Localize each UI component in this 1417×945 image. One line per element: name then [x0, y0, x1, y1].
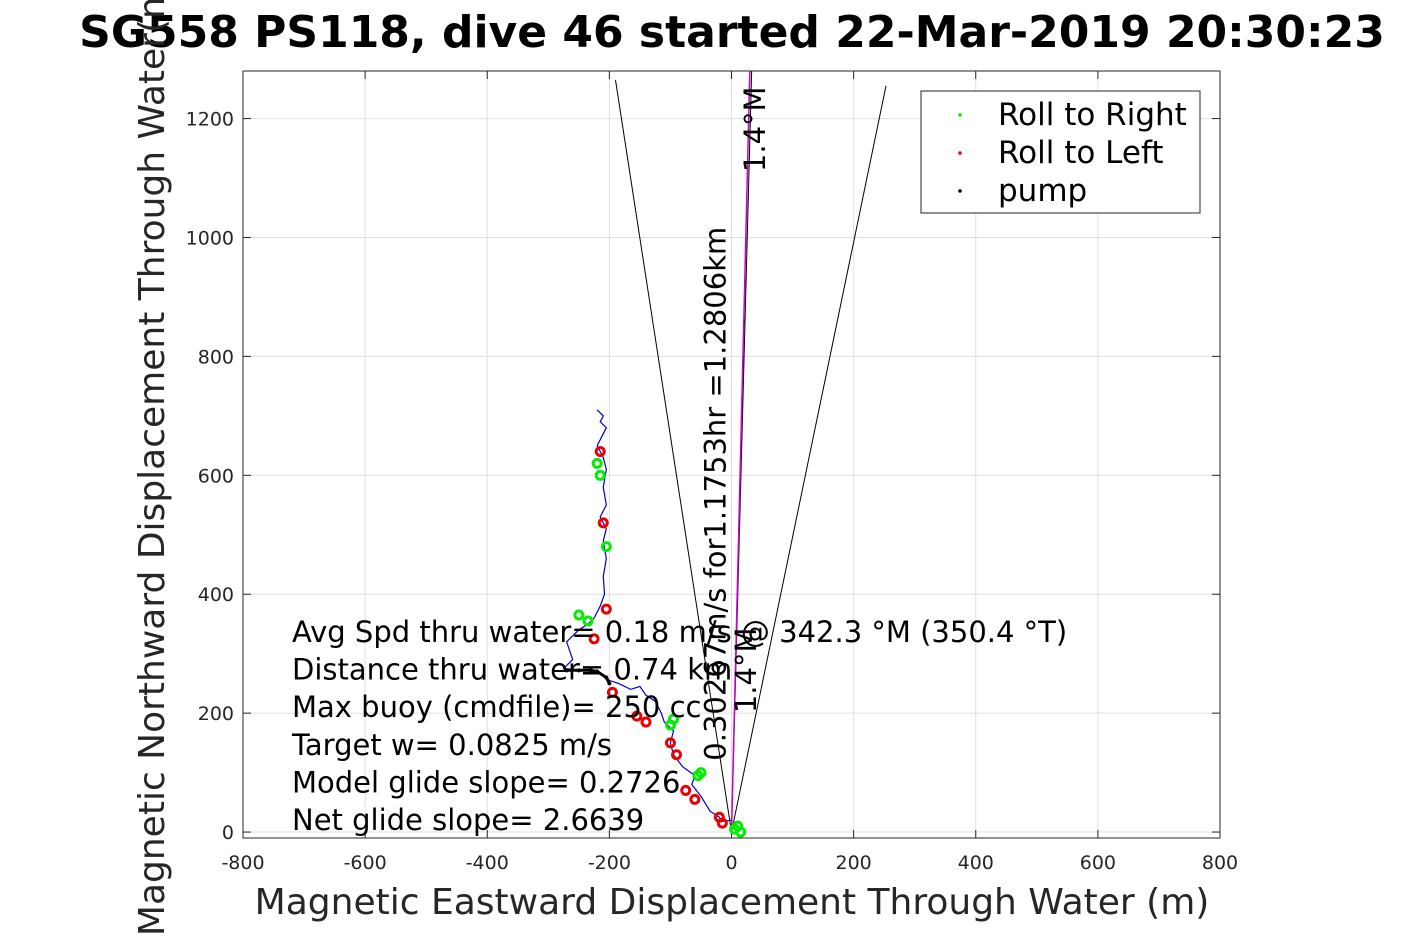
roll-right-point	[735, 826, 747, 838]
legend-label-roll-right: Roll to Right	[998, 97, 1187, 133]
x-axis-label: Magnetic Eastward Displacement Through W…	[255, 882, 1210, 923]
plot-border	[242, 70, 1221, 839]
y-axis-label: Magnetic Northward Displacement Through …	[132, 0, 173, 936]
y-tick-label: 800	[198, 346, 234, 368]
heading-line	[614, 79, 732, 833]
rotated-annotation: 1.4°M	[738, 86, 772, 172]
roll-left-point	[594, 446, 606, 458]
roll-left-point	[680, 784, 692, 796]
x-tick-label: -200	[588, 852, 631, 874]
y-tick-label: 1200	[186, 109, 234, 131]
axes	[242, 70, 1221, 839]
y-tick-label: 600	[198, 465, 234, 487]
annotation-line: Net glide slope= 2.6639	[292, 803, 644, 837]
legend-box	[920, 90, 1201, 214]
roll-right-point	[667, 713, 679, 725]
annotation-line: Distance thru water= 0.74 km	[292, 653, 732, 687]
roll-left-point	[631, 710, 643, 722]
annotations: Avg Spd thru water= 0.18 m/s @ 342.3 °M …	[291, 615, 1067, 837]
pump-point	[604, 675, 609, 680]
roll-right-point	[695, 767, 707, 779]
annotation-line: Target w= 0.0825 m/s	[291, 728, 612, 762]
legend-marker-roll-left	[958, 151, 962, 155]
pump-point	[595, 669, 600, 674]
y-tick-label: 0	[222, 822, 234, 844]
roll-left-point	[671, 749, 683, 761]
x-tick-label: 400	[958, 852, 994, 874]
legend-label-roll-left: Roll to Left	[998, 135, 1164, 171]
pump-point	[564, 668, 569, 673]
roll-right-point	[594, 469, 606, 481]
roll-left-point	[600, 603, 612, 615]
legend-marker-roll-right	[958, 113, 962, 117]
roll-left-point	[588, 633, 600, 645]
annotation-line: Avg Spd thru water= 0.18 m/s @ 342.3 °M …	[292, 615, 1067, 649]
x-tick-label: -600	[344, 852, 387, 874]
roll-left-point	[664, 737, 676, 749]
roll-left-point	[606, 686, 618, 698]
legend-label-pump: pump	[998, 173, 1087, 209]
y-tick-label: 400	[198, 584, 234, 606]
x-tick-label: 200	[835, 852, 871, 874]
legend: Roll to Right Roll to Left pump	[920, 90, 1201, 214]
roll-right-point	[591, 457, 603, 469]
target-line	[730, 70, 751, 833]
x-tick-label: 0	[725, 852, 737, 874]
y-tick-label: 1000	[186, 227, 234, 249]
roll-left-point	[713, 811, 725, 823]
roll-right-point	[582, 615, 594, 627]
pump-point	[607, 681, 612, 686]
data-marks	[562, 409, 747, 838]
x-tick-label: 600	[1080, 852, 1116, 874]
heading-line	[731, 85, 887, 833]
rotated-annotations: 0.30267m/s for1.1753hr =1.2806km1.4°M1.4…	[698, 86, 772, 760]
plot-area	[614, 70, 887, 833]
x-tick-label: 800	[1202, 852, 1238, 874]
annotation-line: Model glide slope= 0.2726	[292, 765, 680, 799]
x-tick-label: -800	[221, 852, 264, 874]
rotated-annotation: 0.30267m/s for1.1753hr =1.2806km	[698, 227, 732, 761]
x-tick-label: -400	[466, 852, 509, 874]
roll-left-point	[597, 517, 609, 529]
pump-point	[589, 668, 594, 673]
y-tick-label: 200	[198, 703, 234, 725]
roll-left-point	[640, 716, 652, 728]
tick-labels: -800 -600 -400 -200 0 200 400 600 800 0 200 400 600 8…	[186, 109, 1238, 874]
roll-right-point	[600, 541, 612, 553]
chart-title: SG558 PS118, dive 46 started 22-Mar-2019…	[79, 7, 1385, 58]
legend-marker-pump	[958, 189, 962, 193]
roll-left-point	[689, 793, 701, 805]
roll-right-point	[573, 609, 585, 621]
rotated-annotation: 1.4°M	[729, 627, 763, 713]
pump-point	[576, 668, 581, 673]
annotation-line: Max buoy (cmdfile)= 250 cc	[292, 690, 701, 724]
